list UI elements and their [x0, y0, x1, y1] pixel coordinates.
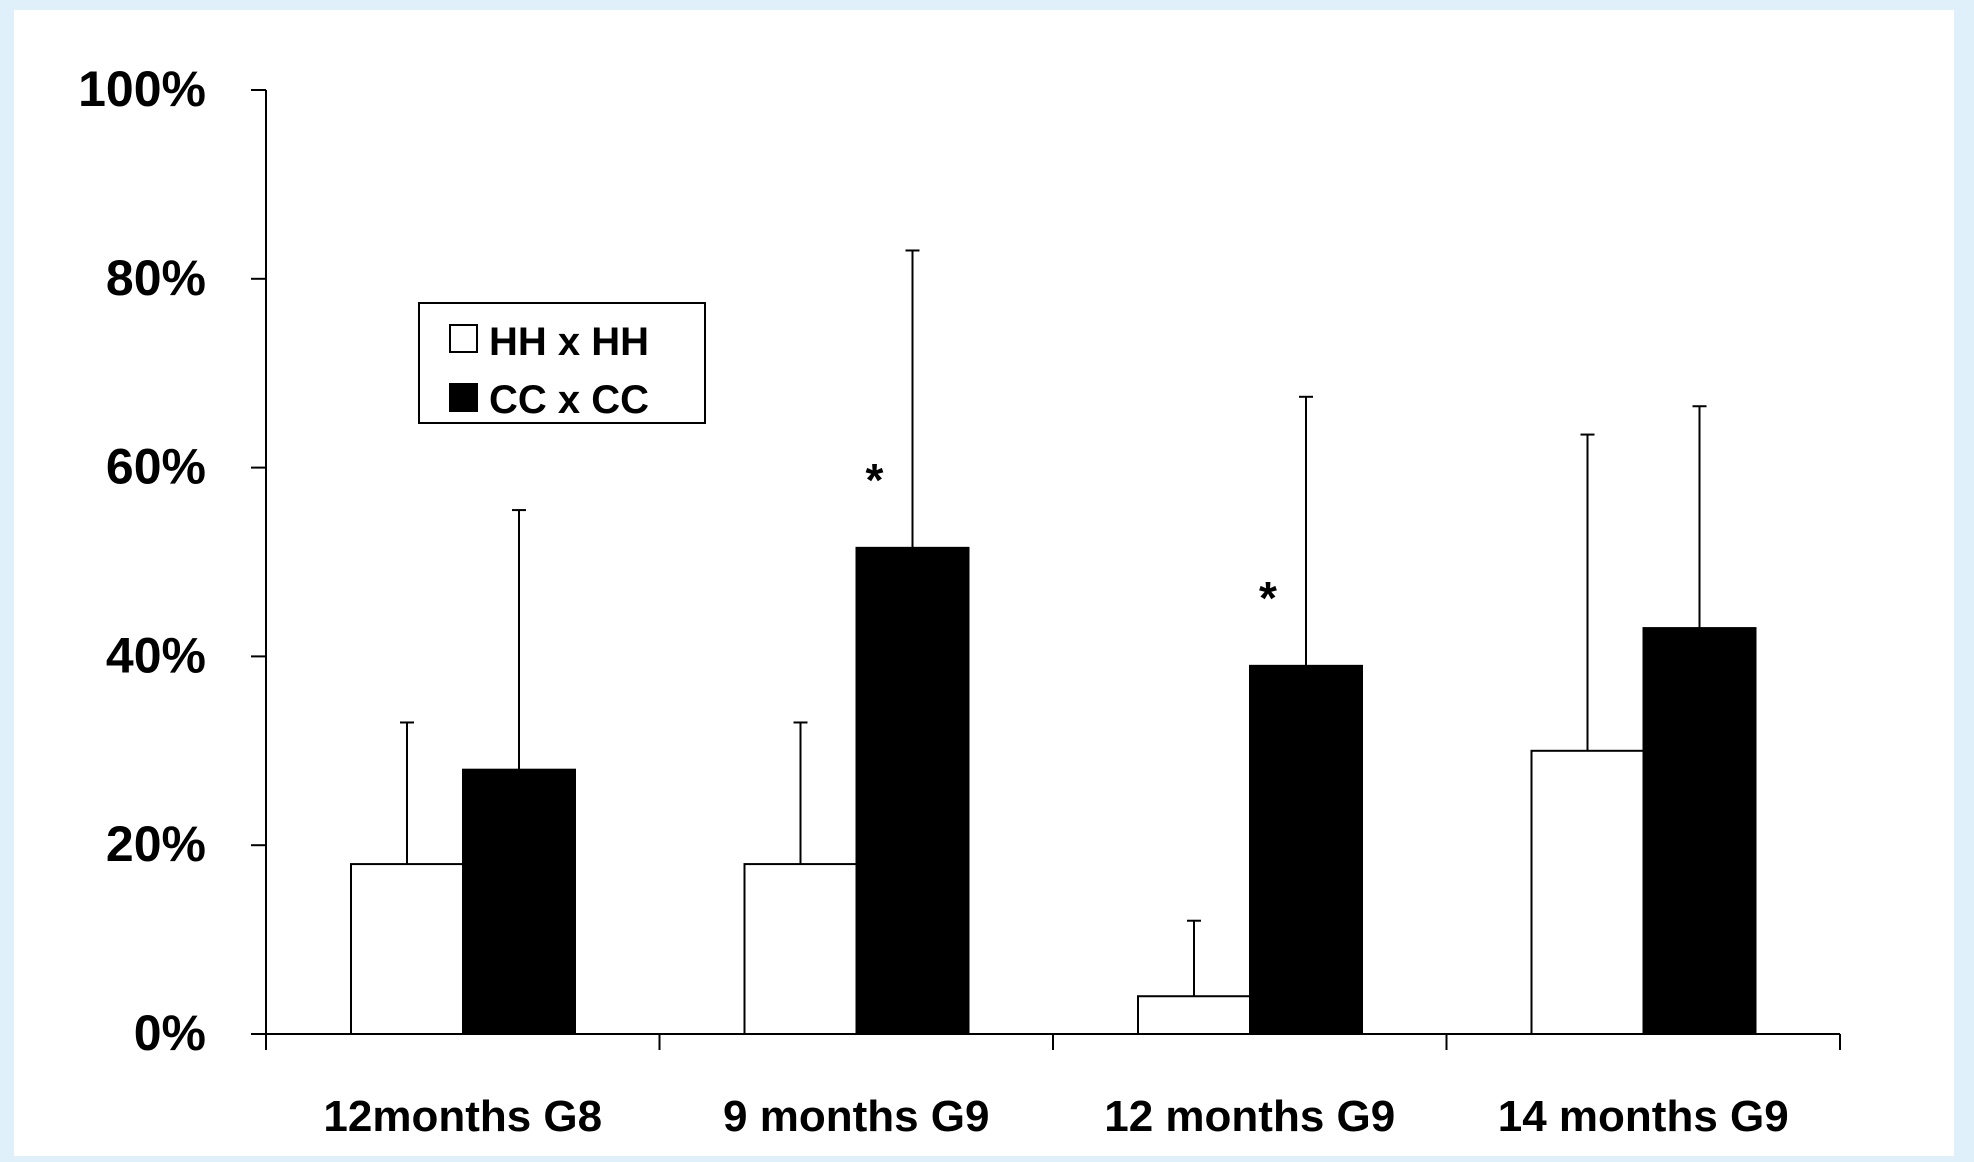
x-tick-label: 12months G8 [323, 1092, 602, 1141]
bar-cc [1249, 664, 1363, 1036]
significance-marker: * [866, 454, 884, 506]
legend-label-cc: CC x CC [489, 378, 649, 422]
y-tick-label: 60% [106, 439, 206, 495]
bar-hh [350, 863, 464, 1036]
bar-hh [1530, 749, 1645, 1035]
x-tick-label: 14 months G9 [1498, 1092, 1789, 1141]
legend: HH x HH CC x CC [418, 302, 706, 424]
y-tick-label: 100% [78, 61, 206, 117]
bar-hh [1137, 995, 1251, 1035]
y-tick-label: 40% [106, 627, 206, 683]
bar-hh [743, 863, 858, 1036]
legend-label-hh: HH x HH [489, 320, 649, 364]
bar-cc [1642, 627, 1757, 1036]
y-tick-label: 20% [106, 816, 206, 872]
bar-cc [462, 768, 576, 1035]
x-tick-label: 9 months G9 [723, 1092, 990, 1141]
significance-marker: * [1259, 572, 1277, 624]
y-tick-label: 0% [134, 1005, 206, 1061]
bars-layer: ** [350, 249, 1757, 1036]
y-tick-label: 80% [106, 250, 206, 306]
x-tick-label: 12 months G9 [1104, 1092, 1395, 1141]
ticks-layer: 0% 20% 40% 60% 80% 100% 12months G8 9 months G9… [78, 61, 1841, 1141]
legend-swatch-hh [449, 324, 478, 353]
legend-swatch-cc [449, 383, 478, 412]
bar-cc [855, 546, 970, 1036]
